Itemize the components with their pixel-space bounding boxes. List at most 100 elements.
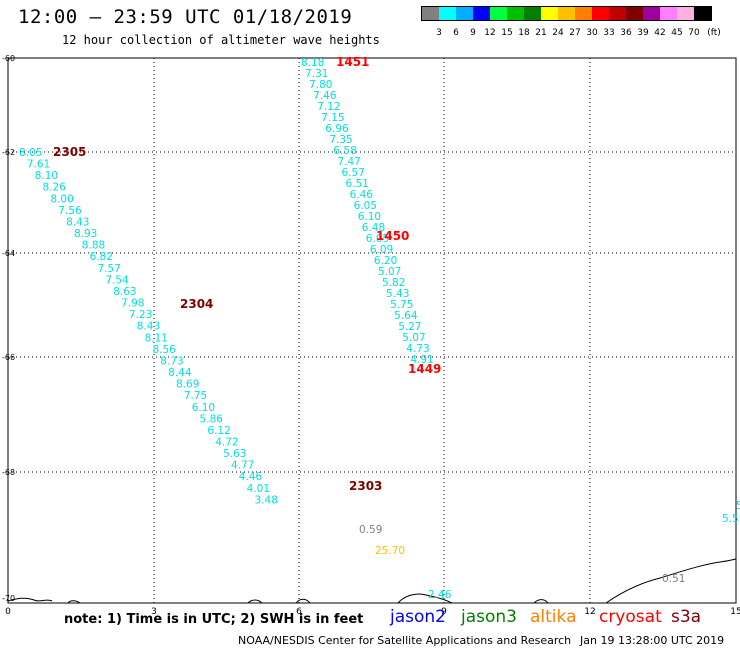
coastline: [7, 558, 737, 604]
color-swatch: [422, 7, 439, 20]
wave-height-value: 7.61: [27, 159, 50, 171]
page-title: 12:00 – 23:59 UTC 01/18/2019: [18, 6, 353, 28]
color-scale-label: 30: [586, 28, 598, 38]
satellite-legend-altika: altika: [530, 607, 577, 627]
longitude-tick-label: 3: [151, 607, 157, 617]
wave-height-value: 6.05: [354, 200, 377, 212]
longitude-tick-label: 6: [296, 607, 302, 617]
wave-height-value: 6.51: [346, 178, 369, 190]
wave-height-value: 6.57: [342, 167, 365, 179]
wave-height-value: 8.05: [19, 147, 42, 159]
wave-height-value: 6.20: [374, 255, 397, 267]
map-frame: [7, 57, 737, 604]
wave-height-value: 4.77: [231, 460, 254, 472]
color-swatch: [439, 7, 456, 20]
color-swatch: [677, 7, 694, 20]
footer-timestamp: Jan 19 13:28:00 UTC 2019: [580, 634, 725, 647]
latitude-tick-label: -64: [2, 249, 15, 258]
color-scale-label: 33: [603, 28, 615, 38]
wave-height-value: 8.73: [160, 355, 183, 367]
color-scale-label: 21: [535, 28, 547, 38]
wave-height-value: 6.46: [350, 189, 374, 201]
wave-height-value: 5.07: [402, 332, 425, 344]
color-scale-label: 9: [470, 28, 476, 38]
footer-credit: NOAA/NESDIS Center for Satellite Applica…: [238, 634, 572, 647]
wave-height-value: 4.46: [239, 471, 263, 483]
color-swatch: [694, 7, 711, 20]
color-swatch: [609, 7, 626, 20]
wave-height-value: 7.31: [305, 68, 328, 80]
wave-height-value: 5.43: [386, 288, 409, 300]
wave-height-value: 8.00: [50, 193, 73, 205]
latitude-tick-label: -66: [2, 353, 15, 362]
longitude-tick-label: 15: [730, 607, 740, 617]
color-swatch: [473, 7, 490, 20]
color-scale-label: 6: [453, 28, 459, 38]
wave-height-value: 6.09: [370, 244, 393, 256]
color-scale-label: (ft): [707, 28, 721, 38]
color-scale-label: 15: [501, 28, 513, 38]
wave-height-value: 8.18: [301, 57, 324, 69]
satellite-legend-cryosat: cryosat: [599, 607, 662, 627]
page-subtitle: 12 hour collection of altimeter wave hei…: [62, 33, 380, 47]
wave-height-color-scale: 3 6 9 12 15 18 21 24 27 30 33 36 39 42 45 70 (ft): [421, 6, 721, 38]
wave-height-value: 25.70: [375, 545, 405, 557]
color-swatch: [541, 7, 558, 20]
wave-height-value: 5.63: [223, 448, 246, 460]
pass-time-label: 1450: [376, 229, 409, 243]
wave-height-value: 8.63: [113, 286, 136, 298]
wave-height-value: 7.23: [129, 309, 152, 321]
wave-height-value: 5.86: [200, 413, 224, 425]
wave-height-value: 5.5: [722, 513, 739, 525]
color-scale-label: 27: [569, 28, 581, 38]
wave-height-value: 7.80: [309, 79, 332, 91]
wave-height-value: 6.48: [362, 222, 385, 234]
color-swatch: [660, 7, 677, 20]
color-swatch: [558, 7, 575, 20]
pass-time-label: 1451: [336, 55, 369, 69]
wave-height-value: 4.01: [247, 483, 270, 495]
wave-height-value: 6.96: [325, 123, 349, 135]
color-scale-label: 42: [654, 28, 666, 38]
wave-height-value: 8.10: [35, 170, 58, 182]
wave-height-value: 5.82: [382, 277, 405, 289]
longitude-tick-label: 0: [5, 607, 11, 617]
wave-height-value: 6.05: [366, 233, 389, 245]
graticule: 0 3 6 9 12 15 -60 -62 -64 -66 -68 -70: [2, 54, 740, 617]
wave-height-value: 5.07: [378, 266, 401, 278]
wave-height-value: 2.46: [428, 589, 452, 601]
color-scale-label: 3: [436, 28, 442, 38]
pass-time-label: 2303: [349, 479, 382, 493]
wave-height-value: 4.73: [406, 343, 429, 355]
wave-height-value: 7.98: [121, 298, 144, 310]
wave-height-value: 0.51: [662, 573, 685, 585]
wave-height-value: 5.27: [398, 321, 421, 333]
wave-height-value: 6.12: [207, 425, 230, 437]
wave-height-value: 7.75: [184, 390, 207, 402]
color-scale-label: 45: [671, 28, 683, 38]
wave-height-value: 7.57: [98, 263, 121, 275]
wave-height-value: 5.64: [394, 310, 418, 322]
pass-time-label: 2305: [53, 145, 86, 159]
wave-height-value: 8.56: [152, 344, 176, 356]
wave-height-value: 0.59: [359, 524, 382, 536]
wave-height-value: 7.46: [313, 90, 337, 102]
color-swatch: [456, 7, 473, 20]
color-scale-label: 24: [552, 28, 564, 38]
pass-time-label: 2304: [180, 297, 213, 311]
longitude-tick-label: 12: [584, 607, 595, 617]
wave-height-value: 3.48: [255, 494, 278, 506]
wave-height-value: 7.54: [105, 274, 129, 286]
longitude-tick-label: 9: [441, 607, 447, 617]
wave-height-value: 8.93: [74, 228, 97, 240]
wave-height-value: 7.47: [337, 156, 360, 168]
satellite-legend-jason2: jason2: [390, 607, 446, 627]
latitude-tick-label: -62: [2, 148, 15, 157]
wave-height-value: 7.15: [321, 112, 344, 124]
latitude-tick-label: -60: [2, 54, 15, 63]
color-swatch: [507, 7, 524, 20]
units-note: note: 1) Time is in UTC; 2) SWH is in fe…: [64, 612, 364, 627]
wave-height-value: 8.69: [176, 379, 199, 391]
wave-height-value: 4.91: [410, 354, 433, 366]
